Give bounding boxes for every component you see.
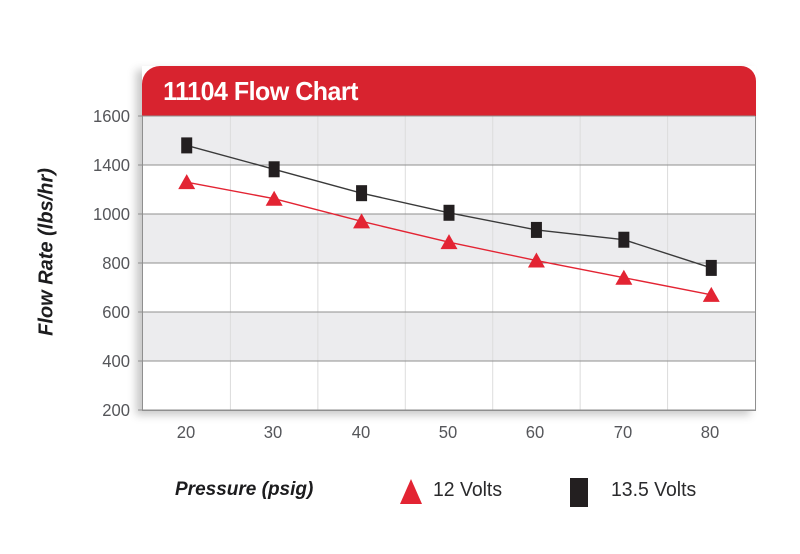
y-tick-label: 800 [102, 253, 130, 273]
data-point-square [705, 259, 717, 276]
x-tick-label: 40 [351, 422, 370, 442]
data-point-triangle [440, 234, 458, 250]
y-tick-label: 1600 [93, 106, 130, 126]
legend-square-icon [570, 478, 588, 507]
data-point-square [181, 137, 193, 154]
data-point-triangle [527, 252, 545, 268]
legend-label-13-5-volts: 13.5 Volts [611, 479, 697, 501]
chart-card: 11104 Flow Chart [138, 66, 756, 411]
y-tick-label: 1000 [93, 204, 130, 224]
y-tick-label: 400 [102, 351, 130, 371]
x-axis-title: Pressure (psig) [175, 479, 314, 500]
x-tick-label: 20 [176, 422, 195, 442]
data-point-square [356, 185, 368, 202]
data-point-triangle [615, 269, 633, 285]
y-tick-label: 200 [102, 400, 130, 420]
data-point-triangle [178, 174, 196, 190]
x-tick-label: 70 [613, 422, 633, 442]
data-point-square [618, 231, 630, 248]
chart-title-banner: 11104 Flow Chart [142, 66, 756, 116]
data-point-square [530, 221, 542, 238]
x-tick-label: 80 [701, 422, 720, 442]
x-tick-label: 30 [263, 422, 283, 442]
data-point-triangle [702, 286, 720, 302]
x-tick-label: 60 [526, 422, 545, 442]
x-tick-label: 50 [438, 422, 458, 442]
data-point-triangle [265, 190, 283, 206]
legend-triangle-icon [400, 479, 422, 504]
data-point-square [443, 204, 455, 221]
data-point-triangle [353, 213, 371, 229]
plot-area [138, 115, 756, 411]
data-point-square [268, 161, 280, 178]
legend-label-12-volts: 12 Volts [433, 479, 503, 501]
chart-plot-svg [138, 115, 755, 411]
y-tick-label: 1400 [93, 155, 130, 175]
y-tick-label: 600 [102, 302, 130, 322]
chart-title: 11104 Flow Chart [163, 75, 358, 106]
